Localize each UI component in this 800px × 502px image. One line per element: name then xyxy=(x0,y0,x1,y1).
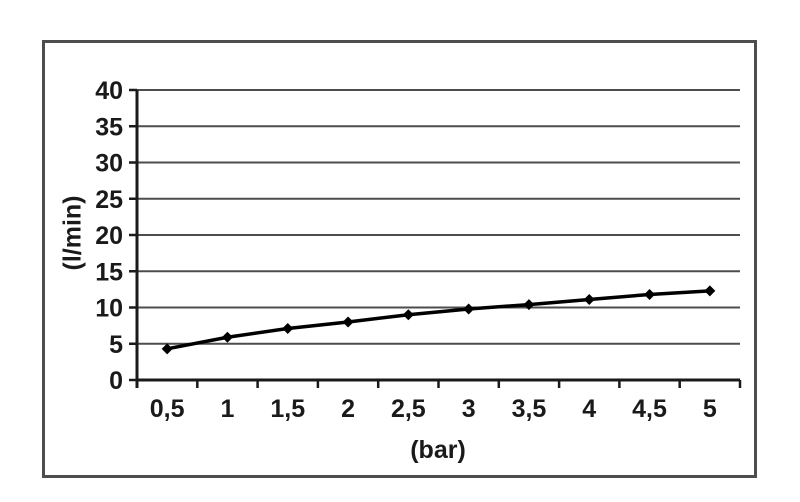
data-point-marker xyxy=(583,294,595,306)
line-chart: 0 5 10 15 20 25 30 35 40 0,5 1 1,5 2 2,5 3 3,5 4 4,5 5 xyxy=(95,77,742,423)
x-tick-label: 2,5 xyxy=(391,395,426,423)
x-tick-label: 3 xyxy=(462,395,476,423)
y-tick-labels: 0 5 10 15 20 25 30 35 40 xyxy=(95,77,123,395)
data-point-marker xyxy=(704,285,716,297)
y-tick-label: 10 xyxy=(95,295,123,323)
chart-frame: 0 5 10 15 20 25 30 35 40 0,5 1 1,5 2 2,5 3 3,5 4 4,5 5 (l/… xyxy=(42,40,757,478)
x-tick-label: 1 xyxy=(220,395,234,423)
x-tick-label: 4 xyxy=(582,395,596,423)
x-tick-label: 0,5 xyxy=(150,395,185,423)
y-tick-label: 40 xyxy=(95,77,123,105)
y-axis-title: (l/min) xyxy=(58,195,87,271)
data-point-marker xyxy=(644,288,656,300)
y-gridlines xyxy=(137,89,740,345)
x-axis-title: (bar) xyxy=(410,436,466,464)
y-tick-label: 35 xyxy=(95,113,123,141)
x-tick-label: 5 xyxy=(703,395,717,423)
x-tick-label: 1,5 xyxy=(270,395,305,423)
data-point-marker xyxy=(161,343,173,355)
x-tick-label: 3,5 xyxy=(512,395,547,423)
y-tick-label: 30 xyxy=(95,150,123,178)
y-tick-label: 25 xyxy=(95,186,123,214)
data-point-marker xyxy=(342,316,354,328)
y-ticks xyxy=(129,88,137,382)
y-tick-label: 5 xyxy=(109,331,123,359)
x-tick-label: 4,5 xyxy=(632,395,667,423)
data-point-marker xyxy=(463,303,475,315)
data-point-marker xyxy=(523,299,535,311)
data-point-marker xyxy=(402,309,414,321)
series-flow-rate xyxy=(166,289,710,351)
y-tick-label: 20 xyxy=(95,222,123,250)
y-tick-label: 15 xyxy=(95,258,123,286)
data-point-marker xyxy=(221,331,233,343)
data-point-marker xyxy=(282,323,294,335)
x-tick-labels: 0,5 1 1,5 2 2,5 3 3,5 4 4,5 5 xyxy=(150,395,717,423)
y-tick-label: 0 xyxy=(109,367,123,395)
x-tick-label: 2 xyxy=(341,395,355,423)
x-ticks xyxy=(135,380,742,388)
data-points xyxy=(161,285,716,355)
data-line xyxy=(166,289,710,351)
